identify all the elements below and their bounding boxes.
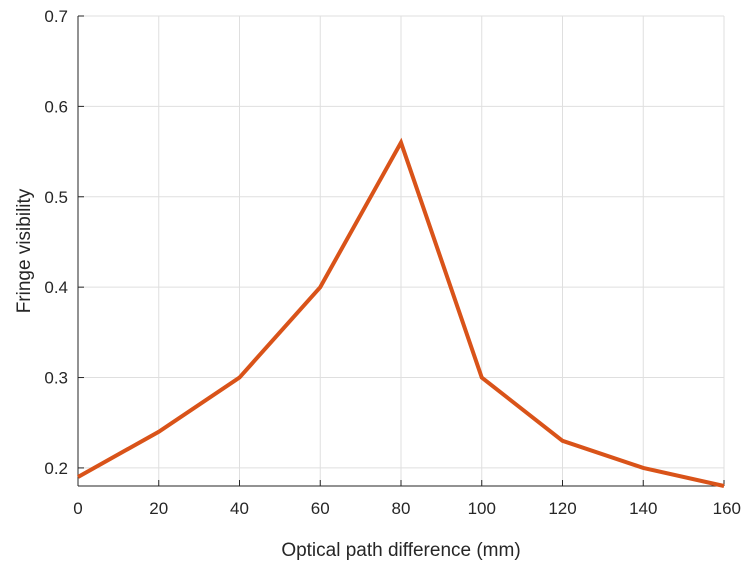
- x-tick-label: 120: [548, 499, 576, 518]
- x-tick-label: 140: [629, 499, 657, 518]
- x-tick-label: 20: [149, 499, 168, 518]
- axes: [77, 15, 725, 487]
- y-tick-label: 0.5: [44, 188, 68, 207]
- y-axis-label: Fringe visibility: [14, 188, 35, 313]
- x-tick-label: 80: [392, 499, 411, 518]
- x-axis-label: Optical path difference (mm): [281, 540, 520, 561]
- x-tick-label: 60: [311, 499, 330, 518]
- grid: [77, 15, 725, 486]
- x-tick-labels: 0 20 40 60 80 100 120 140 160: [73, 499, 741, 518]
- x-tick-label: 40: [230, 499, 249, 518]
- y-tick-labels: 0.2 0.3 0.4 0.5 0.6 0.7: [44, 7, 68, 478]
- y-tick-label: 0.7: [44, 7, 68, 26]
- y-tick-label: 0.4: [44, 278, 68, 297]
- series-layer: [77, 137, 725, 488]
- y-tick-label: 0.2: [44, 459, 68, 478]
- x-tick-label: 0: [73, 499, 82, 518]
- y-tick-label: 0.3: [44, 369, 68, 388]
- x-tick-label: 160: [713, 499, 741, 518]
- x-tick-label: 100: [468, 499, 496, 518]
- y-tick-label: 0.6: [44, 97, 68, 116]
